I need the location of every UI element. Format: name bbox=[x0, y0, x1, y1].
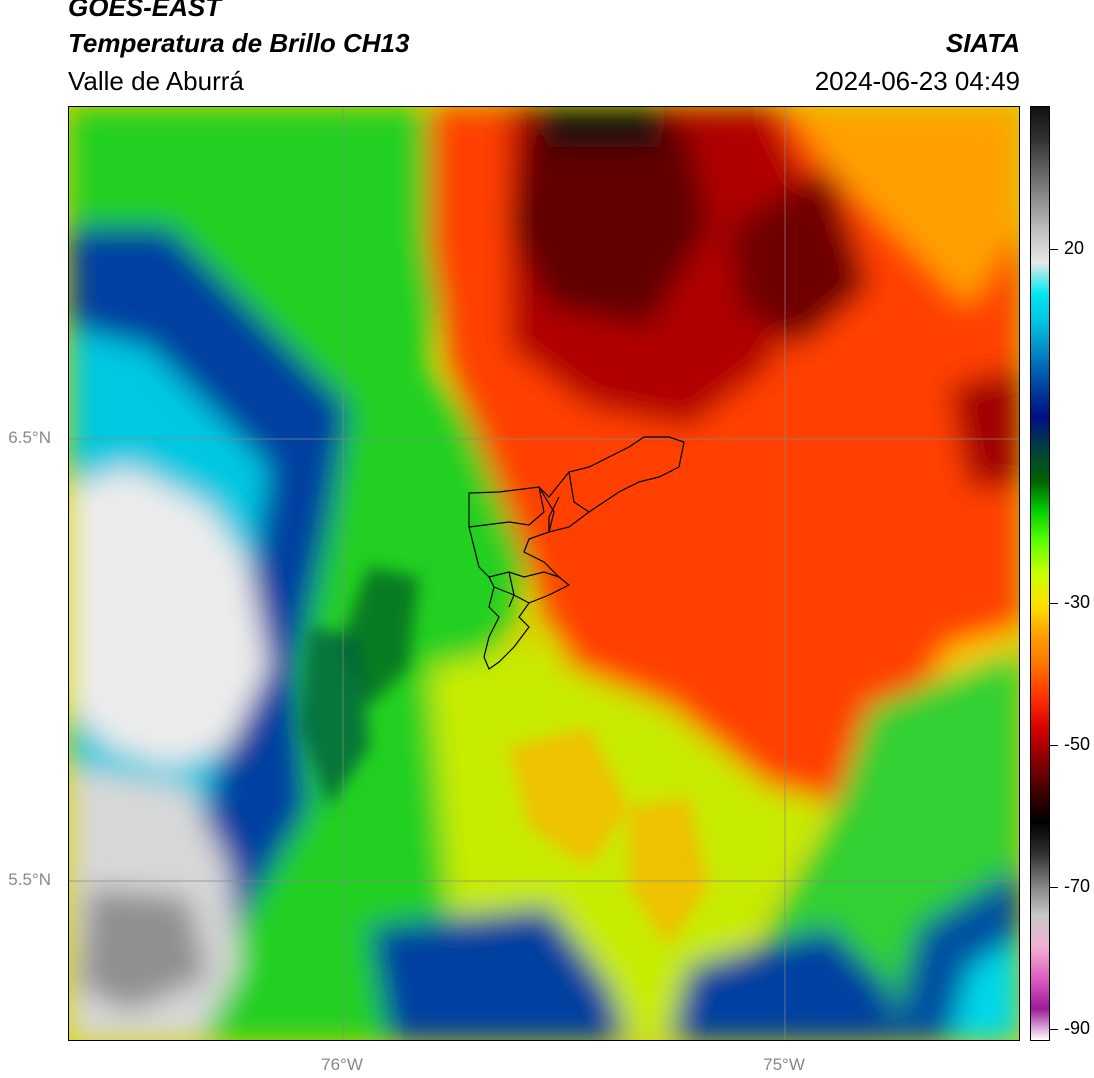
colorbar-label-20: 20 bbox=[1064, 238, 1085, 258]
datetime-label: 2024-06-23 04:49 bbox=[814, 66, 1020, 96]
satellite-title: GOES-EAST bbox=[68, 0, 222, 22]
lon-label-75: 75°W bbox=[763, 1055, 805, 1074]
colorbar-tick-minus50 bbox=[1050, 745, 1058, 746]
colorbar-label-minus50: -50 bbox=[1064, 734, 1091, 754]
municipality-boundaries bbox=[468, 436, 685, 670]
temperature-colorbar bbox=[1030, 106, 1050, 1041]
lon-label-76: 76°W bbox=[321, 1055, 363, 1074]
colorbar-label-minus90: -90 bbox=[1064, 1018, 1091, 1038]
agency-label: SIATA bbox=[945, 28, 1020, 58]
colorbar-label-minus30: -30 bbox=[1064, 592, 1091, 612]
brightness-temperature-map bbox=[68, 106, 1020, 1041]
colorbar-tick-20 bbox=[1050, 249, 1058, 250]
region-subtitle: Valle de Aburrá bbox=[68, 66, 244, 96]
colorbar-tick-minus90 bbox=[1050, 1029, 1058, 1030]
colorbar-tick-minus70 bbox=[1050, 887, 1058, 888]
colorbar-tick-minus30 bbox=[1050, 603, 1058, 604]
lat-label-5-5: 5.5°N bbox=[8, 870, 51, 889]
lat-label-6-5: 6.5°N bbox=[8, 428, 51, 447]
colorbar-label-minus70: -70 bbox=[1064, 876, 1091, 896]
product-title: Temperatura de Brillo CH13 bbox=[68, 28, 410, 58]
